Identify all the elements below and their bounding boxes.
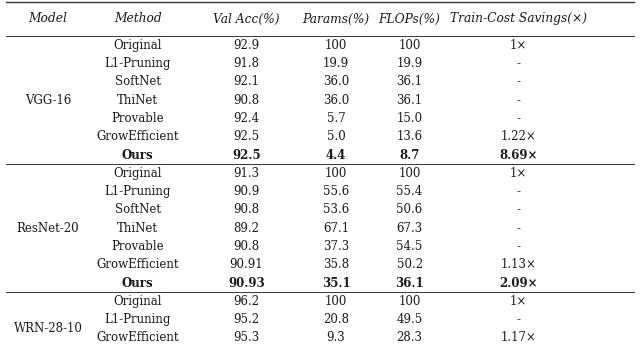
Text: GrowEfficient: GrowEfficient — [97, 130, 179, 143]
Text: 15.0: 15.0 — [397, 112, 422, 125]
Text: 50.2: 50.2 — [397, 258, 422, 271]
Text: Ours: Ours — [122, 149, 154, 161]
Text: 9.3: 9.3 — [326, 332, 346, 344]
Text: 35.8: 35.8 — [323, 258, 349, 271]
Text: 50.6: 50.6 — [396, 204, 423, 216]
Text: 92.5: 92.5 — [234, 130, 259, 143]
Text: 90.91: 90.91 — [230, 258, 263, 271]
Text: -: - — [516, 222, 520, 235]
Text: 36.0: 36.0 — [323, 94, 349, 107]
Text: VGG-16: VGG-16 — [25, 94, 71, 107]
Text: Original: Original — [113, 295, 162, 308]
Text: -: - — [516, 94, 520, 107]
Text: ThiNet: ThiNet — [117, 94, 158, 107]
Text: -: - — [516, 313, 520, 326]
Text: 92.9: 92.9 — [234, 39, 259, 52]
Text: L1-Pruning: L1-Pruning — [104, 313, 171, 326]
Text: 19.9: 19.9 — [323, 57, 349, 70]
Text: -: - — [516, 240, 520, 253]
Text: 2.09×: 2.09× — [499, 277, 538, 289]
Text: 90.8: 90.8 — [234, 204, 259, 216]
Text: Model: Model — [29, 12, 67, 26]
Text: L1-Pruning: L1-Pruning — [104, 57, 171, 70]
Text: Params(%): Params(%) — [303, 12, 369, 26]
Text: 90.93: 90.93 — [228, 277, 265, 289]
Text: 1.13×: 1.13× — [500, 258, 536, 271]
Text: 55.6: 55.6 — [323, 185, 349, 198]
Text: -: - — [516, 185, 520, 198]
Text: Original: Original — [113, 167, 162, 180]
Text: 55.4: 55.4 — [396, 185, 423, 198]
Text: 67.3: 67.3 — [396, 222, 423, 235]
Text: Provable: Provable — [111, 240, 164, 253]
Text: -: - — [516, 57, 520, 70]
Text: 8.69×: 8.69× — [499, 149, 538, 161]
Text: -: - — [516, 76, 520, 88]
Text: 54.5: 54.5 — [396, 240, 423, 253]
Text: 1.22×: 1.22× — [500, 130, 536, 143]
Text: 1.17×: 1.17× — [500, 332, 536, 344]
Text: 100: 100 — [325, 167, 347, 180]
Text: Provable: Provable — [111, 112, 164, 125]
Text: 89.2: 89.2 — [234, 222, 259, 235]
Text: 5.0: 5.0 — [326, 130, 346, 143]
Text: SoftNet: SoftNet — [115, 204, 161, 216]
Text: 20.8: 20.8 — [323, 313, 349, 326]
Text: Original: Original — [113, 39, 162, 52]
Text: 92.4: 92.4 — [234, 112, 259, 125]
Text: -: - — [516, 112, 520, 125]
Text: 100: 100 — [399, 167, 420, 180]
Text: 1×: 1× — [510, 39, 527, 52]
Text: 91.3: 91.3 — [234, 167, 259, 180]
Text: 92.5: 92.5 — [232, 149, 260, 161]
Text: 13.6: 13.6 — [397, 130, 422, 143]
Text: Val Acc(%): Val Acc(%) — [213, 12, 280, 26]
Text: 19.9: 19.9 — [397, 57, 422, 70]
Text: 100: 100 — [399, 39, 420, 52]
Text: 95.3: 95.3 — [233, 332, 260, 344]
Text: SoftNet: SoftNet — [115, 76, 161, 88]
Text: 100: 100 — [325, 295, 347, 308]
Text: Ours: Ours — [122, 277, 154, 289]
Text: 28.3: 28.3 — [397, 332, 422, 344]
Text: 36.1: 36.1 — [397, 76, 422, 88]
Text: 90.9: 90.9 — [233, 185, 260, 198]
Text: 91.8: 91.8 — [234, 57, 259, 70]
Text: 1×: 1× — [510, 167, 527, 180]
Text: ResNet-20: ResNet-20 — [17, 222, 79, 235]
Text: 35.1: 35.1 — [322, 277, 350, 289]
Text: 37.3: 37.3 — [323, 240, 349, 253]
Text: 4.4: 4.4 — [326, 149, 346, 161]
Text: GrowEfficient: GrowEfficient — [97, 258, 179, 271]
Text: Method: Method — [114, 12, 161, 26]
Text: L1-Pruning: L1-Pruning — [104, 185, 171, 198]
Text: WRN-28-10: WRN-28-10 — [13, 322, 83, 335]
Text: GrowEfficient: GrowEfficient — [97, 332, 179, 344]
Text: 49.5: 49.5 — [396, 313, 423, 326]
Text: 8.7: 8.7 — [399, 149, 420, 161]
Text: -: - — [516, 204, 520, 216]
Text: 96.2: 96.2 — [234, 295, 259, 308]
Text: 100: 100 — [325, 39, 347, 52]
Text: 53.6: 53.6 — [323, 204, 349, 216]
Text: 92.1: 92.1 — [234, 76, 259, 88]
Text: ThiNet: ThiNet — [117, 222, 158, 235]
Text: Train-Cost Savings(×): Train-Cost Savings(×) — [450, 12, 587, 26]
Text: 1×: 1× — [510, 295, 527, 308]
Text: 100: 100 — [399, 295, 420, 308]
Text: 5.7: 5.7 — [326, 112, 346, 125]
Text: 36.0: 36.0 — [323, 76, 349, 88]
Text: FLOPs(%): FLOPs(%) — [379, 12, 440, 26]
Text: 67.1: 67.1 — [323, 222, 349, 235]
Text: 36.1: 36.1 — [397, 94, 422, 107]
Text: 90.8: 90.8 — [234, 240, 259, 253]
Text: 95.2: 95.2 — [234, 313, 259, 326]
Text: 36.1: 36.1 — [396, 277, 424, 289]
Text: 90.8: 90.8 — [234, 94, 259, 107]
